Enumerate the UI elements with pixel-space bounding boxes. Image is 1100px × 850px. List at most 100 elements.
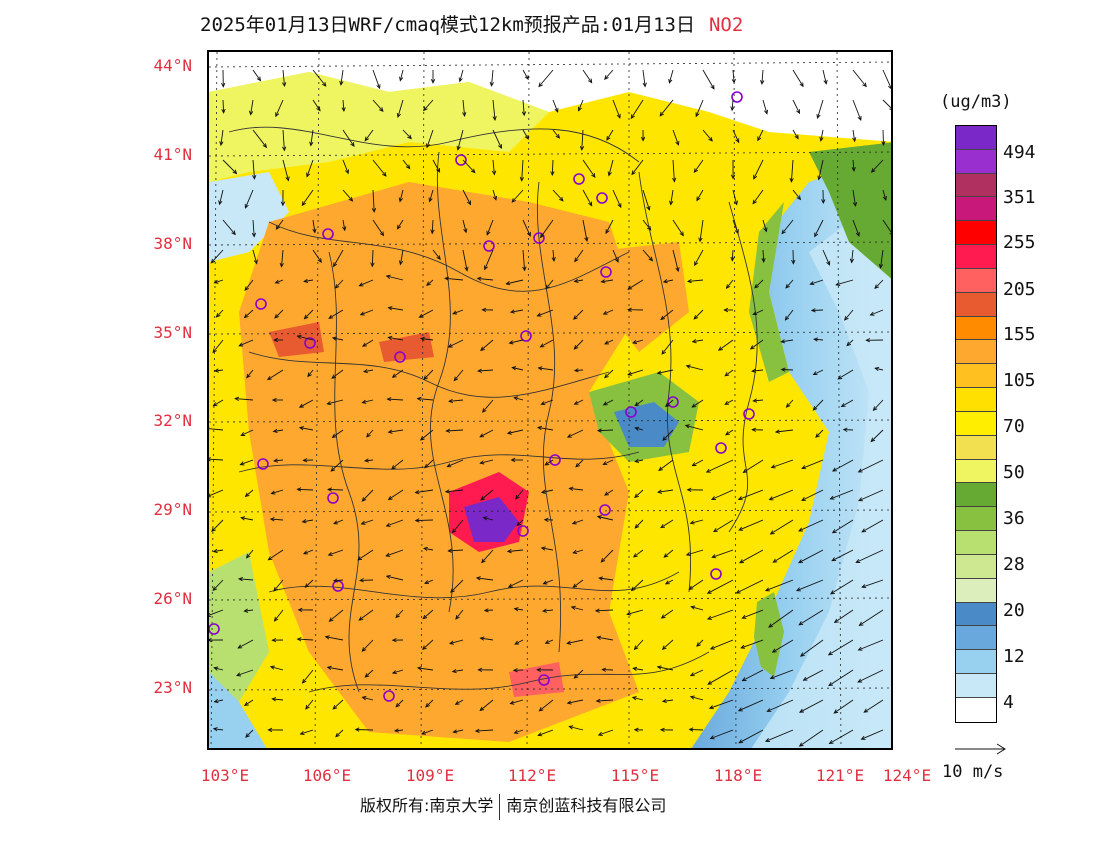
wind-vector	[882, 99, 891, 109]
wind-vector	[668, 69, 674, 84]
wind-vector	[392, 669, 404, 674]
wind-vector-head	[749, 345, 755, 350]
wind-vector	[785, 279, 794, 289]
wind-vector	[491, 69, 494, 86]
wind-vector-head	[662, 279, 668, 284]
wind-vector	[552, 99, 559, 113]
wind-vector-head	[801, 496, 807, 501]
wind-vector	[492, 99, 496, 121]
wind-vector	[814, 338, 824, 341]
wind-vector-head	[527, 231, 531, 237]
wind-vector	[241, 517, 254, 521]
wind-vector	[732, 69, 735, 83]
wind-vector-head	[482, 516, 488, 521]
legend-swatch	[956, 149, 996, 174]
wind-vector	[642, 249, 653, 261]
north-clean-area	[209, 52, 891, 142]
wind-vector	[210, 249, 224, 264]
legend-swatch	[956, 340, 996, 365]
wind-vector	[852, 99, 862, 121]
wind-vector	[479, 429, 494, 438]
wind-vector	[812, 399, 824, 411]
wind-vector-head	[685, 551, 691, 557]
wind-vector-head	[385, 522, 391, 527]
wind-vector	[768, 609, 794, 628]
wind-vector-head	[516, 521, 522, 527]
wind-vector-head	[572, 549, 578, 555]
wind-vector	[632, 339, 644, 344]
wind-vector-head	[376, 84, 381, 90]
wind-vector-head	[735, 589, 741, 594]
company-text: 南京创蓝科技有限公司	[506, 796, 667, 815]
wind-vector	[486, 219, 494, 235]
wind-vector-head	[350, 142, 355, 147]
wind-vector-head	[769, 675, 775, 680]
wind-vector-head	[357, 556, 363, 561]
wind-vector	[362, 339, 374, 347]
wind-vector	[770, 519, 794, 535]
wind-vector-head	[600, 557, 606, 563]
wind-vector-head	[696, 642, 701, 647]
wind-vector-head	[661, 350, 666, 355]
wind-vector-head	[398, 260, 404, 266]
wind-vector	[663, 279, 674, 283]
wind-vector	[271, 489, 284, 495]
wind-vector-head	[243, 313, 249, 319]
lat-label-26n: 26°N	[153, 589, 192, 608]
wind-vector-head	[298, 403, 304, 408]
wind-vector-head	[551, 257, 556, 263]
wind-vector	[574, 399, 584, 405]
wind-vector	[634, 399, 644, 406]
wind-vector-head	[753, 174, 758, 180]
wind-vector	[304, 279, 314, 282]
wind-vector	[415, 489, 434, 494]
wind-vector	[785, 309, 794, 321]
wind-vector	[690, 669, 704, 677]
wind-vector-head	[509, 309, 515, 314]
wind-vector	[834, 609, 854, 623]
wind-vector-head	[246, 373, 251, 379]
legend-swatch	[956, 507, 996, 532]
wind-vector-head	[234, 396, 240, 401]
wind-vector-head	[271, 397, 277, 403]
wind-vector-head	[387, 429, 393, 434]
wind-vector-head	[764, 737, 770, 742]
wind-vector	[810, 279, 824, 285]
wind-vector-head	[326, 665, 332, 670]
legend-label: 70	[1003, 416, 1025, 437]
wind-vector-head	[489, 81, 494, 87]
wind-vector	[357, 549, 374, 561]
wind-vector-head	[642, 82, 647, 88]
wind-vector-head	[730, 106, 735, 112]
wind-vector-head	[617, 203, 622, 209]
southwest-blue	[209, 672, 267, 748]
wind-vector	[372, 189, 375, 212]
wind-vector-head	[274, 279, 280, 284]
wind-vector	[335, 729, 344, 738]
wind-vector	[302, 519, 314, 523]
wind-vector-head	[630, 586, 636, 592]
wind-vector-head	[463, 228, 468, 234]
wind-vector	[752, 369, 764, 372]
wind-vector	[476, 577, 494, 581]
wind-vector	[306, 159, 314, 177]
wind-vector-head	[785, 283, 790, 289]
wind-vector-head	[219, 141, 224, 147]
wind-vector-head	[633, 645, 639, 651]
wind-vector-head	[363, 458, 369, 463]
wind-vector-head	[711, 554, 717, 559]
wind-vector	[859, 609, 884, 626]
wind-vector	[301, 189, 314, 206]
wind-vector-head	[231, 230, 236, 236]
wind-vector	[634, 639, 644, 650]
wind-vector	[426, 129, 434, 148]
wind-vector-head	[422, 645, 427, 650]
wind-vector-head	[598, 576, 604, 581]
wind-vector	[770, 669, 794, 679]
wind-vector-head	[385, 274, 391, 279]
wind-vector	[832, 459, 854, 472]
wind-vector-head	[763, 227, 768, 233]
wind-vector-head	[570, 605, 576, 610]
wind-vector-head	[244, 492, 250, 498]
wind-vector	[831, 549, 854, 562]
